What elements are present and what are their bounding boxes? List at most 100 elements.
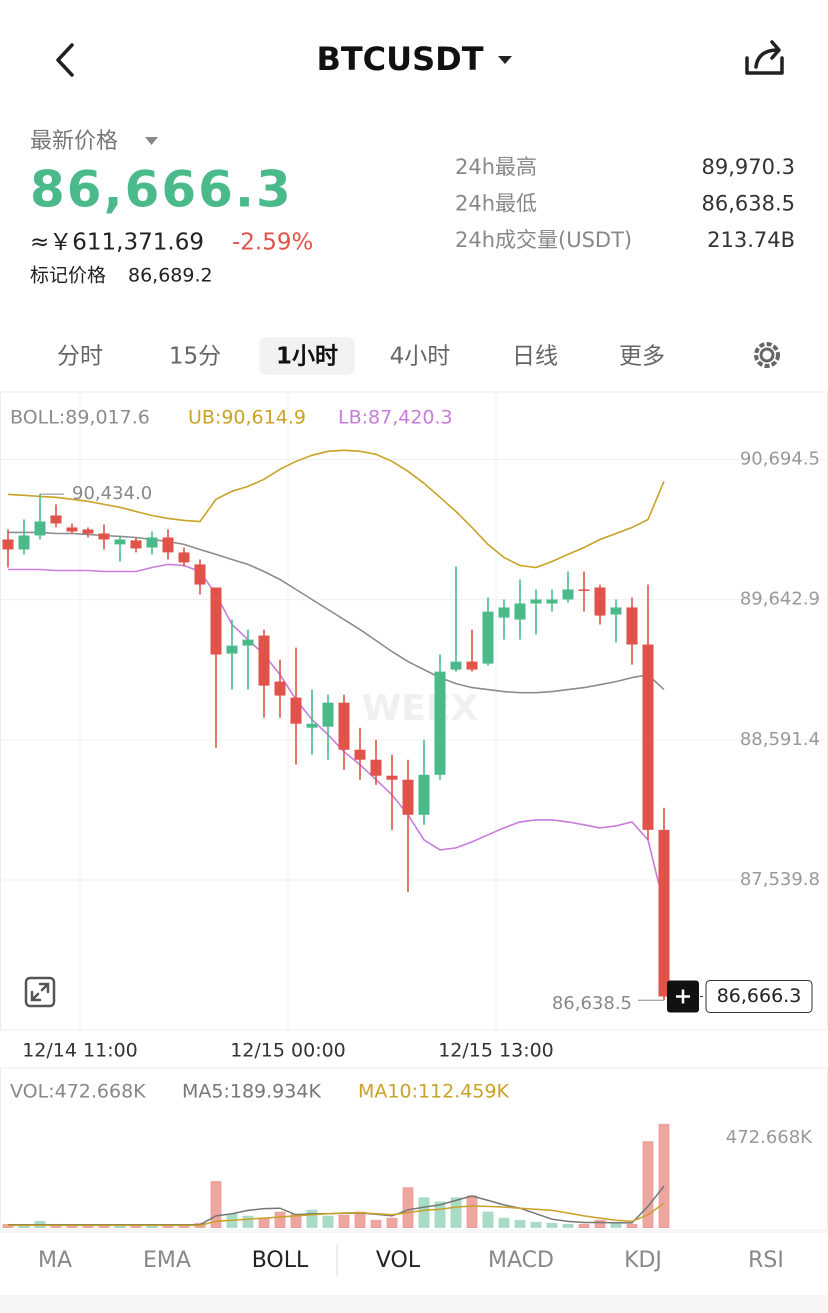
- indicator-tab[interactable]: MACD: [488, 1248, 554, 1273]
- volume-bar: [130, 1225, 142, 1228]
- stats: 24h最高 89,970.3 24h最低 86,638.5 24h成交量(USDT) 21…: [455, 155, 795, 252]
- back-button[interactable]: [56, 43, 74, 77]
- candle-body: [162, 537, 174, 553]
- watermark: WEEX: [362, 688, 479, 729]
- share-button[interactable]: [745, 40, 784, 75]
- volume-bar: [290, 1213, 302, 1228]
- candle-body: [354, 749, 366, 760]
- y-tick-label: 89,642.9: [740, 589, 820, 610]
- stat-label: 24h最高: [455, 155, 537, 179]
- legend-entry: MA5:189.934K: [182, 1081, 321, 1103]
- indicator-tab[interactable]: KDJ: [624, 1248, 662, 1273]
- candle-body: [226, 645, 238, 654]
- indicator-tab[interactable]: EMA: [143, 1248, 191, 1273]
- timeframe-tab[interactable]: 4小时: [390, 344, 451, 370]
- volume-bar: [466, 1195, 478, 1228]
- candle-body: [322, 702, 334, 727]
- volume-bar: [482, 1211, 494, 1228]
- volume-chart: 472.668K VOL:472.668K MA5:189.934K MA10:112…: [2, 1081, 813, 1228]
- candle-body: [402, 779, 414, 815]
- candle-body: [610, 607, 622, 615]
- volume-bar: [274, 1211, 286, 1228]
- volume-bar: [642, 1141, 654, 1228]
- timeframe-tab[interactable]: 日线: [512, 344, 558, 370]
- indicator-tabs: MA EMA BOLL VOL MACD KDJ RSI: [38, 1248, 784, 1273]
- candle-body: [434, 671, 446, 775]
- x-tick-label: 12/15 13:00: [438, 1040, 554, 1062]
- active-tab-bg: [259, 337, 355, 375]
- stat-value: 86,638.5: [701, 192, 795, 216]
- candle-body: [146, 537, 158, 548]
- volume-bar: [434, 1201, 446, 1228]
- legend-entry: BOLL:89,017.6: [10, 407, 150, 429]
- x-tick-label: 12/14 11:00: [22, 1040, 138, 1062]
- low-label: 86,638.5: [552, 993, 632, 1014]
- candle-body: [530, 599, 542, 604]
- volume-bar: [370, 1219, 382, 1228]
- pair-dropdown[interactable]: [498, 56, 512, 64]
- change-percent: -2.59%: [232, 230, 313, 256]
- last-price-label: 86,666.3: [717, 985, 802, 1007]
- candle-body: [450, 661, 462, 670]
- timeframe-tab[interactable]: 1小时: [276, 344, 338, 370]
- volume-bar: [354, 1211, 366, 1228]
- candle-body: [290, 697, 302, 724]
- last-price: 86,666.3: [30, 161, 293, 219]
- volume-bar: [178, 1225, 190, 1228]
- candle-body: [98, 533, 110, 540]
- legend-entry: UB:90,614.9: [188, 407, 306, 429]
- candle-body: [514, 603, 526, 620]
- legend-entry: VOL:472.668K: [10, 1081, 146, 1103]
- candle-body: [626, 607, 638, 645]
- indicator-tab[interactable]: VOL: [376, 1248, 421, 1273]
- settings-button[interactable]: [754, 342, 780, 368]
- volume-bar: [514, 1219, 526, 1228]
- volume-bar: [162, 1225, 174, 1228]
- price-label[interactable]: 最新价格: [30, 129, 118, 154]
- crosshair-plus: [676, 989, 690, 1004]
- boll-line: [8, 563, 665, 906]
- expand-button[interactable]: [24, 976, 56, 1008]
- indicator-tab[interactable]: RSI: [748, 1248, 784, 1273]
- volume-bar: [210, 1181, 222, 1228]
- candle-body: [50, 515, 62, 524]
- candle-body: [658, 829, 670, 997]
- y-tick-label: 90,694.5: [740, 448, 820, 469]
- indicator-tab[interactable]: BOLL: [252, 1248, 309, 1273]
- cny-price: ≈￥611,371.69: [30, 230, 204, 256]
- volume-bar: [402, 1187, 414, 1228]
- candle-body: [194, 564, 206, 585]
- candle-body: [66, 527, 78, 532]
- candle-body: [82, 529, 94, 534]
- stat-label: 24h最低: [455, 192, 537, 216]
- timeframe-tab[interactable]: 分时: [57, 344, 103, 370]
- y-tick-label: 88,591.4: [740, 729, 820, 750]
- volume-bar: [610, 1222, 622, 1228]
- candle-body: [18, 535, 30, 550]
- x-tick-label: 12/15 00:00: [230, 1040, 346, 1062]
- volume-bar: [626, 1223, 638, 1228]
- volume-bar: [418, 1197, 430, 1228]
- volume-bar: [242, 1215, 254, 1228]
- candle-body: [386, 775, 398, 780]
- indicator-tab[interactable]: MA: [38, 1248, 72, 1273]
- pair-title[interactable]: BTCUSDT: [316, 40, 483, 78]
- candle-body: [130, 540, 142, 549]
- high-label: 90,434.0: [72, 483, 152, 504]
- timeframe-tab[interactable]: 更多: [619, 344, 665, 370]
- candle-body: [562, 589, 574, 600]
- timeframe-tab[interactable]: 15分: [169, 344, 221, 370]
- candle-body: [482, 611, 494, 664]
- candle-body: [418, 774, 430, 815]
- volume-bar: [82, 1224, 94, 1228]
- candle-body: [242, 639, 254, 646]
- legend-entry: MA10:112.459K: [358, 1081, 510, 1103]
- bottom-strip: [0, 1295, 828, 1313]
- boll-line: [7, 449, 665, 569]
- volume-bar: [386, 1217, 398, 1228]
- volume-bar: [658, 1123, 670, 1228]
- last-price-box: [705, 979, 813, 1013]
- price-dropdown[interactable]: [145, 137, 158, 145]
